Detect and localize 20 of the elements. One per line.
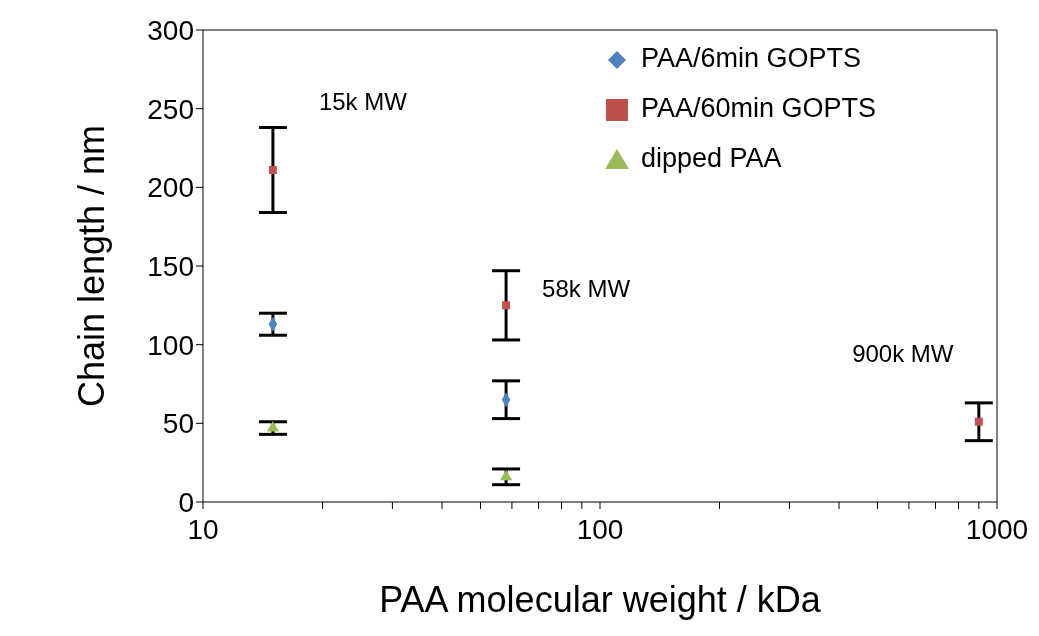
point [502, 301, 511, 310]
point [268, 166, 277, 175]
y-tick-label: 100 [147, 329, 194, 361]
annotation: 58k MW [542, 274, 631, 302]
y-tick-label: 200 [147, 172, 194, 204]
y-tick-label: 50 [162, 408, 194, 440]
point [266, 421, 279, 432]
annotation: 900k MW [852, 340, 954, 368]
point [500, 469, 513, 481]
x-tick-label: 100 [576, 513, 624, 545]
x-tick-label: 1000 [965, 513, 1029, 545]
legend-label: PAA/6min GOPTS [641, 43, 862, 74]
legend-label: PAA/60min GOPTS [641, 93, 877, 124]
y-tick-label: 300 [147, 14, 194, 46]
x-axis-title: PAA molecular weight / kDa [379, 579, 822, 620]
y-axis-title: Chain length / nm [70, 124, 112, 408]
y-tick-label: 250 [147, 93, 194, 125]
y-tick-label: 150 [147, 250, 194, 282]
legend-label: dipped PAA [641, 143, 782, 174]
annotation: 15k MW [318, 87, 408, 115]
